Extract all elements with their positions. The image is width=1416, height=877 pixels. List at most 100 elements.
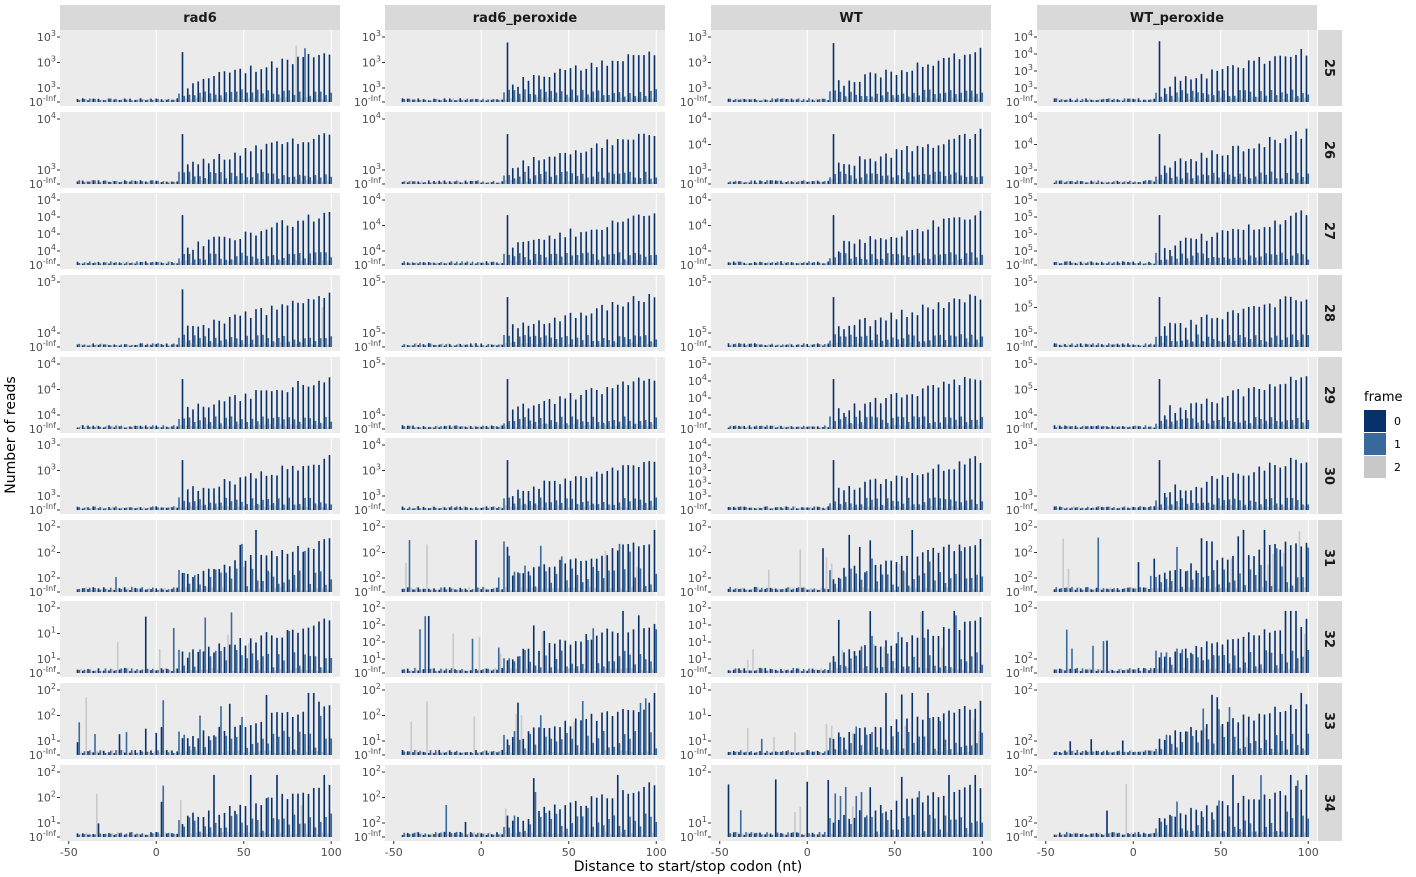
bar — [1153, 181, 1156, 184]
bar — [923, 173, 926, 184]
y-tick-label: 101 — [688, 651, 707, 666]
bar — [206, 100, 208, 102]
bar — [1211, 69, 1213, 102]
bar — [1305, 215, 1308, 265]
bar — [471, 345, 474, 347]
bar — [413, 667, 416, 673]
bar — [1274, 307, 1276, 347]
bar — [527, 325, 530, 347]
bar — [618, 92, 621, 102]
bar — [1228, 335, 1231, 347]
bar — [200, 343, 203, 347]
bar — [1275, 95, 1278, 102]
bar — [1162, 424, 1164, 429]
bar — [1055, 261, 1058, 265]
bar — [955, 573, 957, 592]
bar — [276, 390, 278, 429]
bar — [622, 61, 624, 102]
bar — [1251, 97, 1254, 102]
bar — [790, 670, 793, 673]
bar — [918, 174, 921, 184]
bar — [928, 423, 931, 429]
bar — [588, 586, 591, 592]
bar — [865, 666, 868, 673]
facet-row-label: 27 — [1321, 222, 1336, 240]
bar — [139, 261, 142, 265]
bar — [843, 329, 845, 347]
bar — [613, 253, 616, 265]
bar — [606, 387, 609, 429]
bar — [214, 503, 217, 510]
bar — [920, 612, 922, 673]
bar — [319, 422, 322, 429]
bar — [1198, 343, 1201, 347]
bar — [944, 339, 947, 347]
bar — [464, 262, 467, 265]
bar — [307, 214, 310, 265]
bar — [157, 180, 159, 184]
bar — [1267, 261, 1269, 265]
bar — [646, 180, 649, 184]
bar — [1141, 588, 1143, 592]
bar — [1071, 262, 1073, 265]
bar — [1188, 505, 1191, 510]
bar — [459, 343, 462, 347]
bar — [258, 669, 261, 673]
bar — [939, 334, 942, 347]
bar — [872, 262, 875, 265]
bar — [1174, 484, 1177, 510]
bar — [412, 508, 414, 510]
bar — [1282, 506, 1285, 510]
bar — [1104, 263, 1107, 265]
bar — [963, 54, 966, 102]
bar — [637, 133, 640, 184]
bar — [899, 99, 901, 102]
bar — [192, 325, 194, 347]
bar — [553, 403, 556, 429]
bar — [879, 403, 882, 429]
bar — [1076, 343, 1079, 347]
bar — [566, 423, 568, 429]
bar — [539, 545, 542, 592]
bar — [99, 671, 102, 673]
bar — [1256, 179, 1259, 184]
bar — [517, 328, 519, 347]
bar — [244, 231, 247, 265]
bar — [403, 507, 406, 510]
bar — [618, 656, 621, 673]
bar — [155, 343, 158, 347]
bar — [405, 344, 407, 347]
bar — [578, 590, 581, 592]
bar — [274, 99, 277, 102]
bar — [648, 627, 651, 673]
bar — [143, 506, 145, 510]
bar — [1223, 341, 1226, 347]
bar — [214, 337, 217, 347]
bar — [291, 629, 294, 673]
bar — [1137, 562, 1140, 592]
bar — [1298, 98, 1301, 102]
bar — [1083, 99, 1086, 102]
bar — [286, 142, 289, 184]
bar — [774, 507, 777, 510]
bar — [532, 405, 535, 429]
bar — [871, 499, 873, 510]
bar — [132, 507, 135, 510]
bar — [319, 177, 322, 184]
bar — [1293, 345, 1296, 347]
bar — [604, 100, 607, 102]
bar — [311, 180, 313, 184]
bar — [1240, 506, 1243, 510]
bar — [839, 91, 842, 102]
bar — [655, 254, 658, 265]
bar — [921, 66, 924, 102]
bar — [1270, 498, 1273, 510]
bar — [560, 256, 563, 265]
bar — [192, 649, 194, 673]
bar — [503, 541, 505, 592]
bar — [825, 507, 828, 510]
bar — [557, 260, 560, 265]
bar — [122, 180, 124, 184]
bar — [727, 588, 730, 592]
